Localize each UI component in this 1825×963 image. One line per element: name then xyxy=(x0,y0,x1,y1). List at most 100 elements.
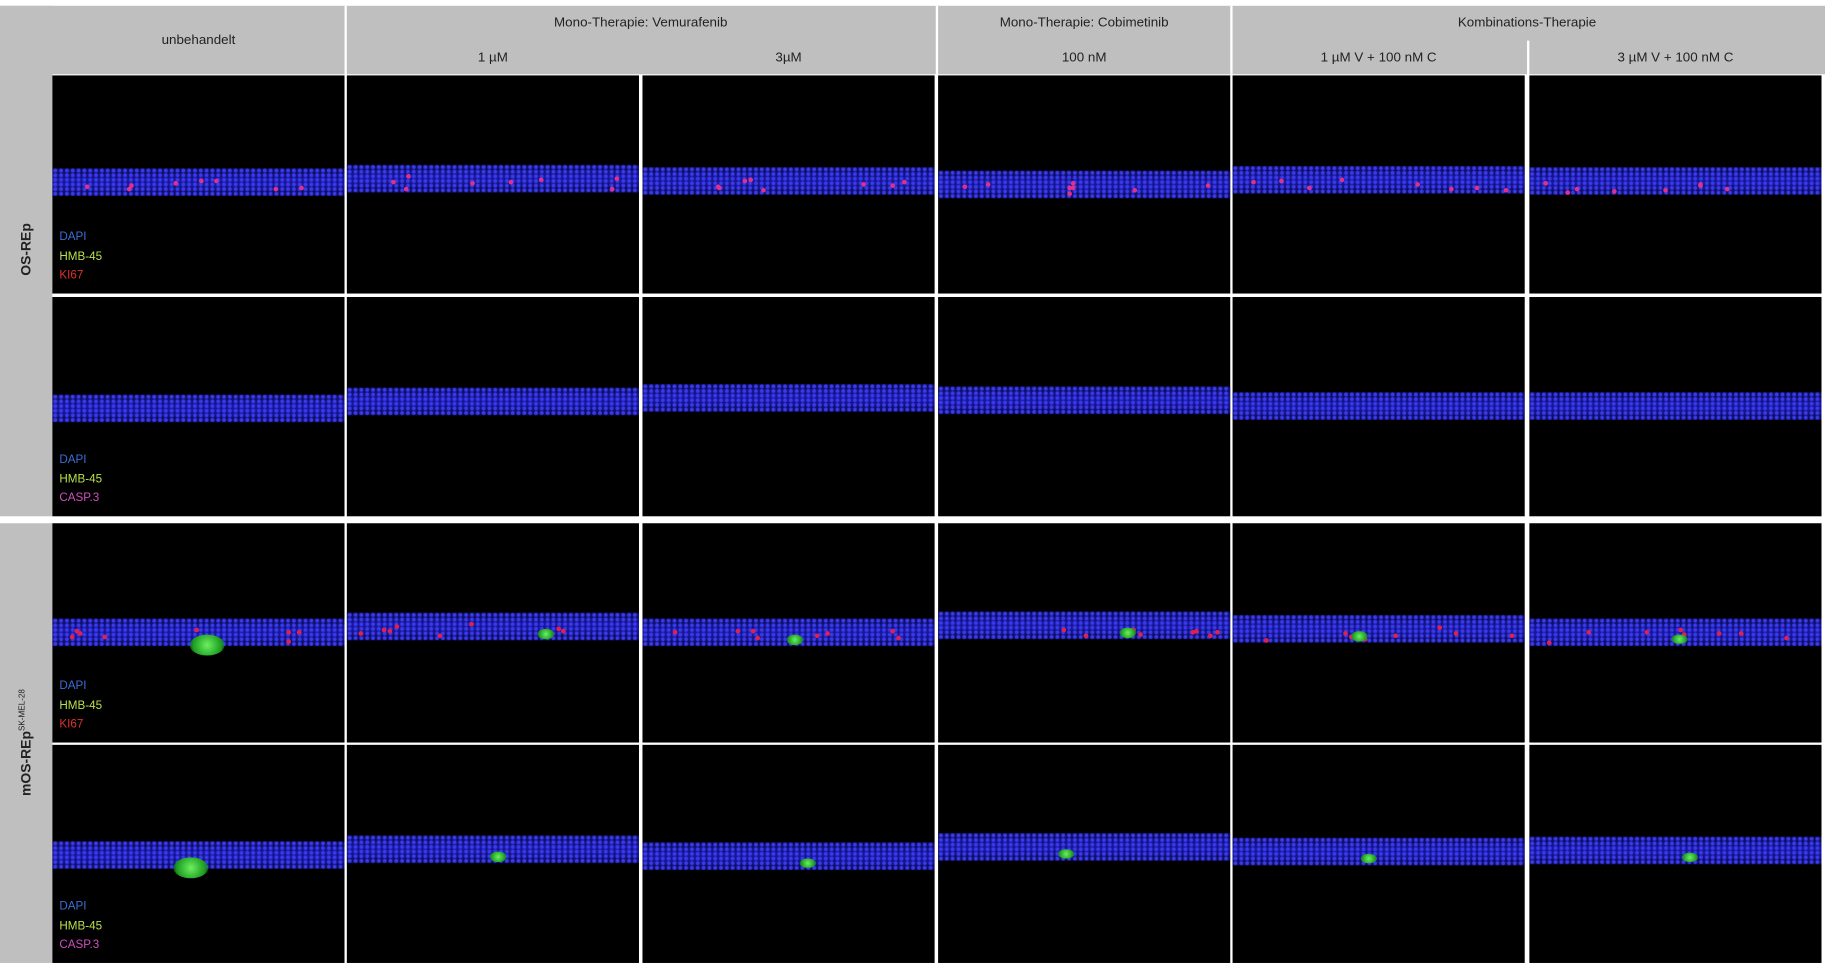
dose-label: 3 µM V + 100 nM C xyxy=(1617,51,1734,65)
signal-spot xyxy=(390,179,396,185)
tumor-cluster xyxy=(538,629,555,639)
image-panel xyxy=(642,744,935,963)
signal-spot xyxy=(672,630,678,636)
signal-spot xyxy=(860,181,866,187)
nuclei-band xyxy=(52,394,345,423)
signal-spot xyxy=(194,628,200,633)
signal-spot xyxy=(129,183,134,189)
stain-legend: DAPI HMB-45 CASP.3 xyxy=(59,898,102,955)
signal-spot xyxy=(1208,633,1214,638)
image-panel xyxy=(938,297,1231,517)
stain-legend: DAPI HMB-45 CASP.3 xyxy=(59,451,102,508)
signal-spot xyxy=(1070,180,1075,186)
image-panel xyxy=(346,297,639,517)
signal-spot xyxy=(735,628,741,633)
signal-spot xyxy=(717,185,722,190)
row-label: mOS-REpSK-MEL-28 xyxy=(17,689,33,796)
row-label-strip xyxy=(0,5,53,517)
image-panel xyxy=(938,75,1231,294)
group-title: Kombinations-Therapie xyxy=(1457,16,1597,31)
signal-spot xyxy=(825,631,830,637)
signal-spot xyxy=(508,180,514,185)
nuclei-band xyxy=(1232,837,1525,866)
signal-spot xyxy=(1190,630,1196,635)
image-panel: DAPI HMB-45 KI67 xyxy=(52,75,345,294)
signal-spot xyxy=(437,633,443,638)
stain-label: KI67 xyxy=(59,269,84,282)
nuclei-band xyxy=(346,612,639,641)
signal-spot xyxy=(387,628,393,634)
image-panel xyxy=(346,523,639,743)
signal-spot xyxy=(1132,188,1137,193)
signal-spot xyxy=(405,174,411,179)
signal-spot xyxy=(614,176,619,181)
divider xyxy=(1230,5,1233,75)
signal-spot xyxy=(286,638,292,644)
signal-spot xyxy=(1509,633,1514,639)
signal-spot xyxy=(1474,185,1480,190)
group-title: unbehandelt xyxy=(161,33,236,48)
signal-spot xyxy=(1264,638,1270,643)
tumor-cluster xyxy=(1120,627,1137,638)
signal-spot xyxy=(1453,631,1459,637)
signal-spot xyxy=(299,185,304,191)
signal-spot xyxy=(1717,630,1722,636)
image-panel xyxy=(1232,744,1525,963)
image-panel xyxy=(1232,523,1525,743)
image-panel xyxy=(938,523,1231,743)
nuclei-band xyxy=(1232,392,1525,421)
group-title: Mono-Therapie: Vemurafenib xyxy=(554,16,728,31)
nuclei-band xyxy=(1232,165,1525,194)
tumor-cluster xyxy=(1351,631,1368,642)
nuclei-band xyxy=(938,169,1231,198)
nuclei-band xyxy=(642,167,935,196)
signal-spot xyxy=(1645,629,1650,635)
nuclei-band xyxy=(1529,166,1822,195)
signal-spot xyxy=(896,635,902,640)
row-label-strip xyxy=(0,523,53,963)
signal-spot xyxy=(286,629,291,635)
dose-label: 1 µM xyxy=(477,51,508,65)
tumor-cluster xyxy=(1681,852,1698,863)
signal-spot xyxy=(814,633,820,639)
signal-spot xyxy=(1214,629,1220,635)
signal-spot xyxy=(761,187,767,193)
nuclei-band xyxy=(1232,615,1525,644)
signal-spot xyxy=(1348,635,1354,640)
stain-label: KI67 xyxy=(59,718,84,731)
nuclei-band xyxy=(1529,392,1822,420)
signal-spot xyxy=(750,628,755,634)
stain-label: DAPI xyxy=(59,900,87,914)
stain-label: HMB-45 xyxy=(59,250,103,263)
image-panel xyxy=(938,744,1231,963)
signal-spot xyxy=(214,178,219,184)
stain-label: CASP.3 xyxy=(59,491,100,505)
stain-label: HMB-45 xyxy=(59,919,103,933)
tumor-cluster xyxy=(800,858,817,869)
image-panel xyxy=(642,75,935,294)
nuclei-band xyxy=(642,384,935,413)
signal-spot xyxy=(1574,187,1580,192)
signal-spot xyxy=(395,624,400,630)
dose-label: 3µM xyxy=(775,51,802,65)
signal-spot xyxy=(560,628,566,634)
signal-spot xyxy=(1698,182,1703,188)
signal-spot xyxy=(1339,177,1345,183)
signal-spot xyxy=(199,178,205,184)
signal-spot xyxy=(1546,640,1552,646)
image-panel xyxy=(1232,297,1525,517)
image-panel: DAPI HMB-45 CASP.3 xyxy=(52,744,345,963)
signal-spot xyxy=(74,628,79,633)
signal-spot xyxy=(556,626,561,632)
image-panel xyxy=(346,744,639,963)
signal-spot xyxy=(1205,183,1211,189)
image-panel: DAPI HMB-45 CASP.3 xyxy=(52,297,345,517)
signal-spot xyxy=(1070,185,1076,191)
signal-spot xyxy=(1437,625,1443,631)
signal-spot xyxy=(1564,190,1570,195)
dose-label: 100 nM xyxy=(1061,51,1107,65)
image-panel xyxy=(1529,297,1822,517)
tumor-cluster xyxy=(1670,634,1688,645)
